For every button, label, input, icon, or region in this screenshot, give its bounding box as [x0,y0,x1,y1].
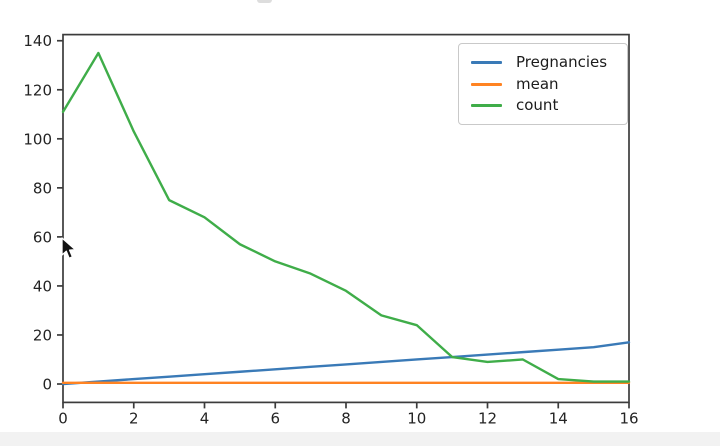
svg-text:80: 80 [33,179,52,197]
svg-text:100: 100 [23,130,52,148]
svg-text:8: 8 [341,409,351,427]
svg-text:6: 6 [270,409,280,427]
svg-text:140: 140 [23,32,52,50]
top-edge-artifact [257,0,272,3]
legend-label-count: count [516,96,559,115]
series-lines [61,51,631,386]
chart-legend: Pregnancies mean count [458,43,628,125]
svg-text:60: 60 [33,228,52,246]
svg-text:0: 0 [42,376,52,394]
svg-text:14: 14 [549,409,568,427]
legend-label-pregnancies: Pregnancies [516,53,608,72]
bottom-gray-band [0,432,720,446]
mean-line-swatch-icon [471,82,502,86]
mouse-cursor-icon [61,237,77,259]
svg-text:120: 120 [23,81,52,99]
svg-text:4: 4 [200,409,210,427]
svg-text:2: 2 [129,409,139,427]
svg-text:12: 12 [478,409,497,427]
legend-label-mean: mean [516,74,559,93]
legend-item-count: count [471,97,617,114]
axis-ticks: 0 2 4 6 8 10 12 14 16 0 20 40 60 80 100 120 140 [23,32,638,427]
legend-item-mean: mean [471,76,617,93]
count-line-swatch-icon [471,104,502,108]
legend-item-pregnancies: Pregnancies [471,54,617,71]
pregnancies-line-swatch-icon [471,60,502,64]
svg-text:0: 0 [58,409,68,427]
svg-text:10: 10 [407,409,426,427]
svg-text:16: 16 [619,409,638,427]
svg-text:40: 40 [33,277,52,295]
svg-text:20: 20 [33,326,52,344]
